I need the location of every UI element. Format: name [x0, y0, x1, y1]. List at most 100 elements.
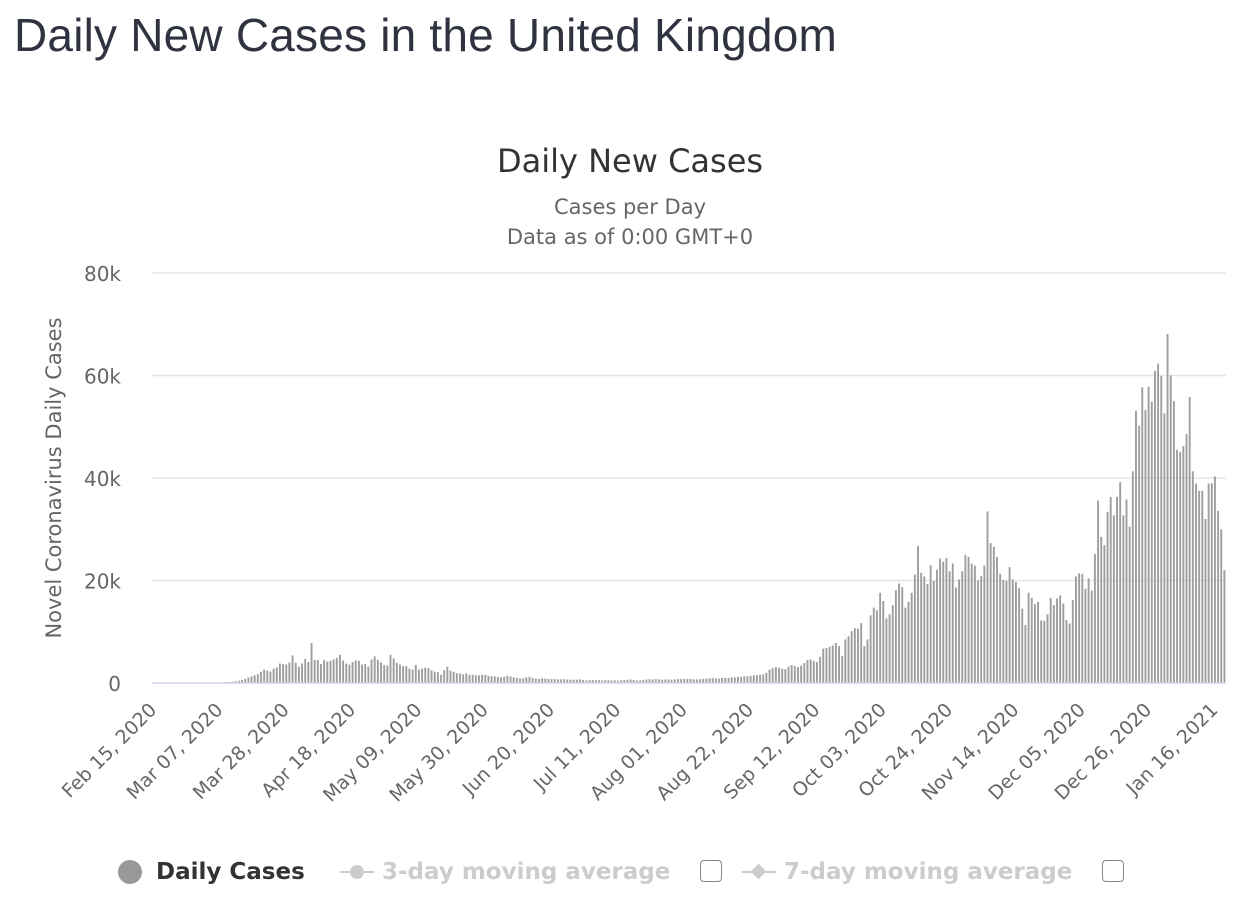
daily-cases-bar: [408, 668, 411, 683]
daily-cases-bar: [945, 557, 948, 683]
daily-cases-bar: [629, 679, 632, 683]
daily-cases-bar: [1112, 515, 1115, 683]
legend-item-daily-cases[interactable]: Daily Cases: [118, 852, 305, 892]
daily-cases-bar: [677, 679, 679, 683]
daily-cases-bar: [885, 618, 888, 683]
daily-cases-bar: [901, 587, 904, 683]
daily-cases-bar: [904, 607, 907, 683]
daily-cases-bar: [888, 614, 891, 683]
daily-cases-bar: [247, 677, 250, 683]
daily-cases-bar: [806, 659, 809, 683]
daily-cases-bar: [699, 679, 702, 683]
daily-cases-bar: [642, 679, 645, 683]
daily-cases-bar: [793, 666, 796, 683]
daily-cases-bar: [626, 679, 629, 683]
daily-cases-bar: [986, 511, 989, 683]
daily-cases-bar: [1223, 570, 1226, 683]
chart-title: Daily New Cases: [497, 142, 763, 180]
daily-cases-bar: [939, 558, 942, 683]
daily-cases-bar: [661, 679, 664, 683]
legend-label-7-day-average: 7-day moving average: [784, 859, 1073, 885]
daily-cases-bar: [354, 660, 357, 683]
daily-cases-bar: [496, 676, 499, 683]
y-tick-label: 0: [108, 672, 121, 696]
daily-cases-bar: [332, 659, 335, 683]
daily-cases-bar: [1097, 500, 1100, 683]
daily-cases-bar: [550, 679, 553, 683]
daily-cases-bar: [654, 679, 657, 683]
daily-cases-bar: [490, 676, 493, 683]
daily-cases-bar: [620, 680, 623, 683]
daily-cases-bar: [326, 661, 329, 683]
daily-cases-bar: [1109, 496, 1112, 683]
legend-item-7-day-average[interactable]: 7-day moving average: [742, 852, 1072, 892]
daily-cases-bar: [598, 680, 600, 683]
daily-cases-bar: [563, 679, 566, 683]
daily-cases-bar: [1122, 515, 1125, 683]
daily-cases-bar: [1176, 449, 1178, 683]
daily-cases-bar: [913, 574, 916, 683]
daily-cases-bar: [275, 667, 278, 684]
daily-cases-bar: [825, 648, 828, 683]
daily-cases-bar: [954, 587, 957, 683]
daily-cases-bar: [386, 665, 389, 683]
daily-cases-bar: [951, 563, 954, 683]
daily-cases-bar: [1128, 526, 1131, 683]
daily-cases-bar: [370, 659, 373, 683]
daily-cases-bar: [670, 679, 673, 683]
daily-cases-bar: [427, 668, 430, 683]
daily-cases-bar: [1100, 536, 1103, 683]
daily-cases-bar: [898, 583, 901, 683]
daily-cases-bar: [433, 671, 436, 683]
daily-cases-bar: [253, 675, 256, 683]
daily-cases-bar: [651, 679, 654, 683]
y-axis-ticks: 0 20k 40k 60k 80k: [84, 262, 121, 696]
daily-cases-bar: [680, 679, 683, 683]
daily-cases-bar: [1207, 483, 1210, 683]
daily-cases-bar: [999, 573, 1002, 683]
daily-cases-bar: [339, 654, 341, 683]
daily-cases-bar: [1093, 553, 1096, 683]
legend-item-3-day-average[interactable]: 3-day moving average: [340, 852, 670, 892]
daily-cases-bar: [872, 607, 875, 683]
daily-cases-bar: [894, 590, 897, 683]
daily-cases-bar: [831, 645, 834, 683]
daily-cases-bar: [740, 676, 743, 683]
daily-cases-bar: [1014, 582, 1017, 683]
daily-cases-bar: [1185, 433, 1188, 683]
daily-cases-bar: [714, 678, 717, 683]
daily-cases-bar: [1188, 397, 1191, 683]
line-diamond-marker-icon: [742, 863, 776, 881]
daily-cases-bar: [771, 668, 774, 683]
daily-cases-bar: [857, 628, 859, 683]
checkbox-7-day-average[interactable]: [1102, 860, 1124, 882]
daily-cases-bar: [755, 675, 758, 683]
daily-cases-bar: [797, 667, 799, 683]
daily-cases-bar: [392, 658, 395, 683]
daily-cases-bar: [443, 670, 446, 683]
daily-cases-bar: [639, 680, 641, 683]
daily-cases-bar: [853, 628, 856, 683]
daily-cases-bar: [1141, 387, 1144, 683]
daily-cases-bar: [695, 679, 698, 683]
daily-cases-bar: [313, 659, 316, 683]
daily-cases-bar: [348, 664, 351, 683]
daily-cases-bar: [879, 592, 882, 683]
daily-cases-bar: [1011, 579, 1014, 683]
daily-cases-bar: [266, 670, 269, 683]
daily-cases-bar: [1214, 476, 1216, 683]
daily-cases-bar: [547, 678, 550, 683]
daily-cases-bar: [1021, 608, 1024, 683]
daily-cases-bar: [1217, 510, 1220, 683]
daily-cases-bar: [579, 679, 581, 683]
daily-cases-bar: [749, 675, 752, 683]
daily-cases-bar: [241, 679, 243, 683]
daily-cases-bar: [822, 648, 825, 683]
daily-cases-bar: [1179, 451, 1182, 683]
checkbox-3-day-average[interactable]: [700, 860, 722, 882]
daily-cases-bar: [1059, 595, 1062, 683]
daily-cases-bar: [1068, 623, 1071, 683]
daily-cases-bar: [237, 680, 240, 683]
daily-cases-bar: [474, 675, 477, 683]
daily-cases-bar: [1002, 579, 1005, 683]
